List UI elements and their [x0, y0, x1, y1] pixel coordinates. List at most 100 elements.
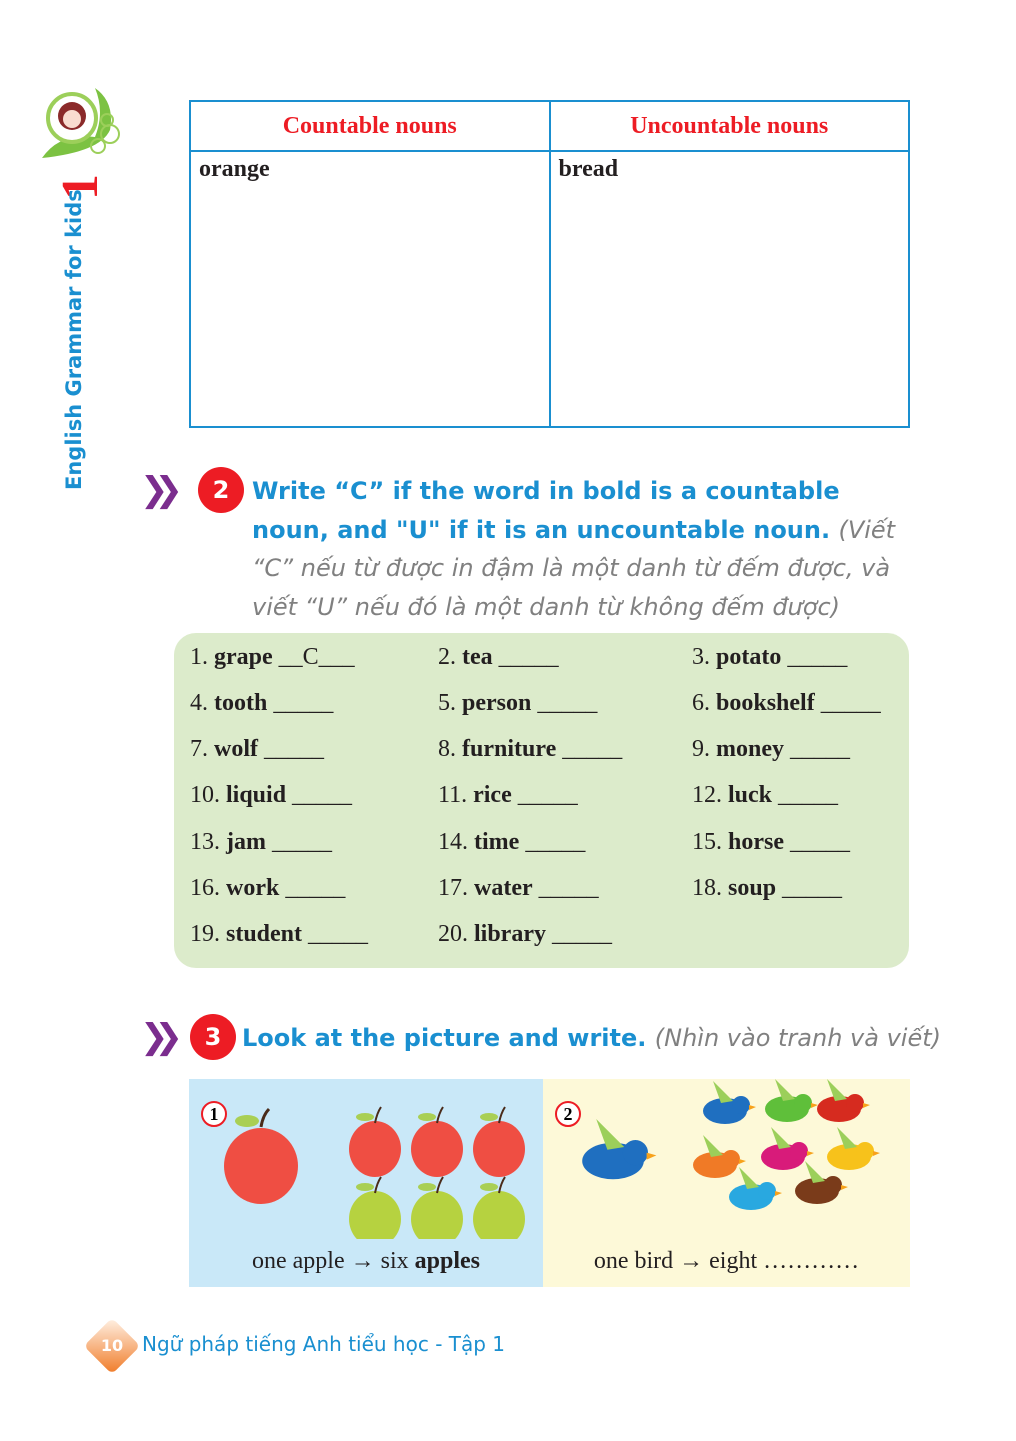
exercise-item: 12. luck _____ [692, 782, 838, 809]
exercise-item: 16. work _____ [190, 875, 345, 902]
item-word: tooth [214, 690, 268, 716]
noun-table: Countable nouns Uncountable nouns orange b… [189, 100, 910, 428]
double-chevron-icon: ❯❯ [140, 470, 183, 510]
picture-caption: one bird → eight ………… [593, 1248, 860, 1274]
bird-icon [827, 1127, 880, 1170]
answer-blank[interactable]: _____ [308, 921, 369, 947]
item-word: grape [214, 644, 273, 670]
item-number: 16. [190, 875, 220, 901]
page-number: 10 [100, 1336, 124, 1355]
item-number: 2. [438, 644, 456, 670]
picture-label: 2 [555, 1101, 581, 1127]
answer-blank[interactable]: _____ [273, 690, 334, 716]
answer-blank[interactable]: ………… [763, 1248, 860, 1274]
item-number: 6. [692, 690, 710, 716]
bird-icon [795, 1161, 848, 1204]
exercise-3-instruction: Look at the picture and write. (Nhìn vào… [242, 1019, 941, 1058]
answer-blank[interactable]: _____ [820, 690, 881, 716]
item-number: 10. [190, 782, 220, 808]
bird-icon [817, 1079, 870, 1122]
exercise-item: 10. liquid _____ [190, 782, 352, 809]
exercise-item: 15. horse _____ [692, 829, 850, 856]
item-word: liquid [226, 782, 287, 808]
picture-caption: one apple → six apples [252, 1248, 480, 1274]
answer-blank[interactable]: __C___ [278, 644, 355, 670]
answer-blank[interactable]: _____ [562, 736, 623, 762]
answer-blank[interactable]: _____ [525, 829, 586, 855]
item-number: 3. [692, 644, 710, 670]
item-number: 5. [438, 690, 456, 716]
answer-blank[interactable]: _____ [538, 875, 599, 901]
item-word: soup [728, 875, 777, 901]
picture-birds: 2 one bird → eight ………… [543, 1079, 910, 1287]
answer-blank[interactable]: _____ [285, 875, 346, 901]
bird-icon [729, 1167, 782, 1210]
exercise-item: 17. water _____ [438, 875, 599, 902]
exercise-item: 4. tooth _____ [190, 690, 333, 717]
answer-blank[interactable]: _____ [517, 782, 578, 808]
bird-icon [693, 1135, 746, 1178]
exercise-item: 3. potato _____ [692, 644, 847, 671]
item-word: wolf [214, 736, 258, 762]
instruction-text: Look at the picture and write. [242, 1024, 647, 1052]
item-number: 7. [190, 736, 208, 762]
answer-blank[interactable]: _____ [498, 644, 559, 670]
answer-blank[interactable]: _____ [271, 829, 332, 855]
item-number: 12. [692, 782, 722, 808]
item-word: person [462, 690, 532, 716]
cell-uncountable: bread [548, 150, 910, 428]
item-word: horse [728, 829, 784, 855]
answer-blank[interactable]: _____ [787, 644, 848, 670]
header-countable: Countable nouns [189, 100, 551, 152]
answer-blank[interactable]: _____ [790, 736, 850, 762]
item-number: 20. [438, 921, 468, 947]
item-number: 8. [438, 736, 456, 762]
exercise-item: 19. student _____ [190, 921, 368, 948]
bird-icon [703, 1081, 756, 1124]
picture-apples: 1 one apple → six apples [189, 1079, 543, 1287]
answer-blank[interactable]: _____ [292, 782, 353, 808]
answer-blank[interactable]: _____ [778, 782, 839, 808]
apple-icon [224, 1107, 298, 1204]
item-word: rice [473, 782, 512, 808]
apple-icon [349, 1176, 401, 1239]
answer-blank[interactable]: _____ [790, 829, 850, 855]
answer-blank[interactable]: _____ [264, 736, 324, 762]
bird-icon [765, 1079, 818, 1122]
exercise-number-badge: 3 [190, 1014, 236, 1060]
item-word: money [716, 736, 784, 762]
item-word: library [474, 921, 546, 947]
instruction-translation: (Nhìn vào tranh và viết) [654, 1024, 941, 1052]
picture-label: 1 [201, 1101, 227, 1127]
instruction-text: Write “C” if the word in bold is a count… [252, 477, 840, 544]
item-word: tea [462, 644, 493, 670]
answer-blank[interactable]: _____ [552, 921, 612, 947]
item-number: 17. [438, 875, 468, 901]
series-title: English Grammar for kids [62, 189, 86, 490]
apple-icon [473, 1176, 525, 1239]
apple-icon [411, 1176, 463, 1239]
item-word: luck [728, 782, 773, 808]
apple-icon [411, 1106, 463, 1177]
bird-icon [761, 1127, 814, 1170]
exercise-item: 1. grape __C___ [190, 644, 355, 671]
apple-icon [349, 1106, 401, 1177]
exercise-item: 5. person _____ [438, 690, 597, 717]
item-number: 15. [692, 829, 722, 855]
item-word: time [474, 829, 520, 855]
item-word: water [474, 875, 533, 901]
exercise-number-badge: 2 [198, 467, 244, 513]
item-word: student [226, 921, 303, 947]
exercise-2-instruction: Write “C” if the word in bold is a count… [252, 472, 914, 626]
item-word: jam [226, 829, 266, 855]
answer-blank[interactable]: _____ [537, 690, 598, 716]
answer-blank[interactable]: _____ [782, 875, 843, 901]
exercise-item: 6. bookshelf _____ [692, 690, 881, 717]
item-word: furniture [462, 736, 557, 762]
exercise-item: 13. jam _____ [190, 829, 332, 856]
exercise-item: 7. wolf _____ [190, 736, 324, 763]
bird-icon [582, 1119, 657, 1180]
header-uncountable: Uncountable nouns [548, 100, 910, 152]
item-number: 9. [692, 736, 710, 762]
double-chevron-icon: ❯❯ [140, 1017, 183, 1057]
